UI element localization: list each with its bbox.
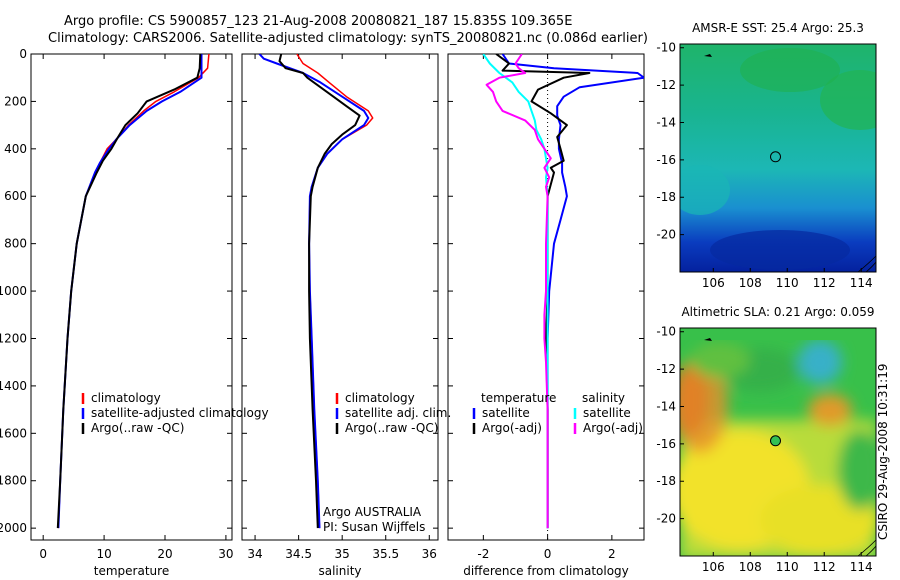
sst-ytick-label: -18	[656, 190, 676, 204]
temperature-xtick-label: 20	[157, 547, 172, 561]
depth-tick-label: 400	[4, 142, 27, 156]
sst-ytick-label: -14	[656, 115, 676, 129]
sla-heatmap	[680, 328, 876, 556]
difference-axes-frame	[447, 53, 645, 541]
salinity-xtick-label: 34	[247, 547, 262, 561]
depth-tick-label: 600	[4, 189, 27, 203]
sla-ytick-label: -18	[656, 474, 676, 488]
sla-xtick-label: 110	[776, 560, 799, 574]
sla-argo-marker	[770, 435, 782, 447]
sst-ytick-label: -12	[656, 78, 676, 92]
sst-xtick-label: 106	[702, 276, 725, 290]
temperature-xtick-label: 30	[218, 547, 233, 561]
temperature-xtick-label: 0	[39, 547, 47, 561]
diff-salinity-legend-label: Argo(-adj)	[583, 421, 643, 435]
sst-heatmap	[680, 44, 876, 272]
diff-temperature-legend-label: satellite	[482, 406, 530, 420]
diff-legend-title-salinity: salinity	[582, 391, 625, 405]
temperature-series-argo-raw-qc-	[56, 54, 202, 529]
depth-tick-label: 1200	[0, 331, 27, 345]
salinity-xlabel: salinity	[318, 564, 361, 578]
temperature-legend-label: Argo(..raw -QC)	[91, 421, 184, 435]
sla-map-title: Altimetric SLA: 0.21 Argo: 0.059	[681, 305, 874, 319]
difference-series-temperature-argo-adj-	[495, 54, 591, 529]
salinity-xtick-label: 34.5	[285, 547, 312, 561]
temperature-xtick-label: 10	[96, 547, 111, 561]
diff-salinity-legend-label: satellite	[583, 406, 631, 420]
depth-tick-label: 1600	[0, 426, 27, 440]
depth-tick-label: 1400	[0, 379, 27, 393]
salinity-series-satellite-adj-clim-	[258, 54, 370, 529]
temperature-series-satellite-adjusted-climatology	[57, 54, 203, 529]
difference-xlabel: difference from climatology	[463, 564, 629, 578]
temperature-legend-label: climatology	[91, 391, 161, 405]
salinity-legend-label: Argo(..raw -QC)	[345, 421, 438, 435]
difference-series-group	[482, 54, 644, 529]
sla-ytick-label: -14	[656, 399, 676, 413]
sst-map-frame	[679, 43, 877, 273]
sla-ytick-label: -16	[656, 437, 676, 451]
sla-ytick-label: -12	[656, 362, 676, 376]
salinity-series-group	[258, 54, 374, 529]
difference-series-salinity-argo-adj-	[485, 54, 552, 529]
difference-xtick-label: 2	[608, 547, 616, 561]
depth-tick-label: 800	[4, 237, 27, 251]
temperature-series-group	[56, 54, 210, 529]
platform-annotation: Argo AUSTRALIA	[323, 505, 422, 519]
sst-xtick-label: 110	[776, 276, 799, 290]
salinity-legend-label: climatology	[345, 391, 415, 405]
depth-tick-label: 200	[4, 94, 27, 108]
sla-ytick-label: -10	[656, 325, 676, 339]
difference-series-temperature-satellite	[501, 54, 644, 529]
diff-legend-title-temperature: temperature	[481, 391, 556, 405]
depth-tick-label: 2000	[0, 521, 27, 535]
sst-map-title: AMSR-E SST: 25.4 Argo: 25.3	[692, 21, 864, 35]
temperature-legend-label: satellite-adjusted climatology	[91, 406, 269, 420]
salinity-xtick-label: 36	[422, 547, 437, 561]
sst-ytick-label: -16	[656, 153, 676, 167]
depth-tick-label: 1000	[0, 284, 27, 298]
sla-coastline	[857, 539, 877, 557]
pi-annotation: PI: Susan Wijffels	[323, 520, 425, 534]
salinity-series-argo-raw-qc-	[278, 54, 361, 529]
figure-title: Argo profile: CS 5900857_123 21-Aug-2008…	[64, 14, 573, 29]
temperature-axes-frame	[30, 53, 233, 541]
sla-xtick-label: 112	[813, 560, 836, 574]
sla-xtick-label: 114	[850, 560, 873, 574]
sla-xtick-label: 108	[739, 560, 762, 574]
depth-tick-label: 0	[19, 47, 27, 61]
diff-temperature-legend-label: Argo(-adj)	[482, 421, 542, 435]
sst-ytick-label: -10	[656, 41, 676, 55]
temperature-xlabel: temperature	[94, 564, 169, 578]
difference-series-salinity-satellite	[482, 54, 549, 529]
sst-argo-marker	[770, 151, 782, 163]
temperature-series-climatology	[57, 54, 210, 529]
sst-island-speck	[704, 54, 712, 57]
depth-tick-label: 1800	[0, 474, 27, 488]
sla-ytick-label: -20	[656, 512, 676, 526]
salinity-xtick-label: 35	[335, 547, 350, 561]
salinity-axes-frame	[241, 53, 439, 541]
figure-subtitle: Climatology: CARS2006. Satellite-adjuste…	[48, 31, 648, 46]
salinity-legend-label: satellite adj. clim.	[345, 406, 451, 420]
sst-xtick-label: 114	[850, 276, 873, 290]
sst-xtick-label: 112	[813, 276, 836, 290]
salinity-xtick-label: 35.5	[372, 547, 399, 561]
sst-coastline	[857, 255, 877, 273]
sla-xtick-label: 106	[702, 560, 725, 574]
sst-xtick-label: 108	[739, 276, 762, 290]
sst-ytick-label: -20	[656, 228, 676, 242]
sla-island-speck	[704, 338, 712, 341]
sla-map-frame	[679, 327, 877, 557]
difference-xtick-label: -2	[477, 547, 489, 561]
difference-xtick-label: 0	[544, 547, 552, 561]
